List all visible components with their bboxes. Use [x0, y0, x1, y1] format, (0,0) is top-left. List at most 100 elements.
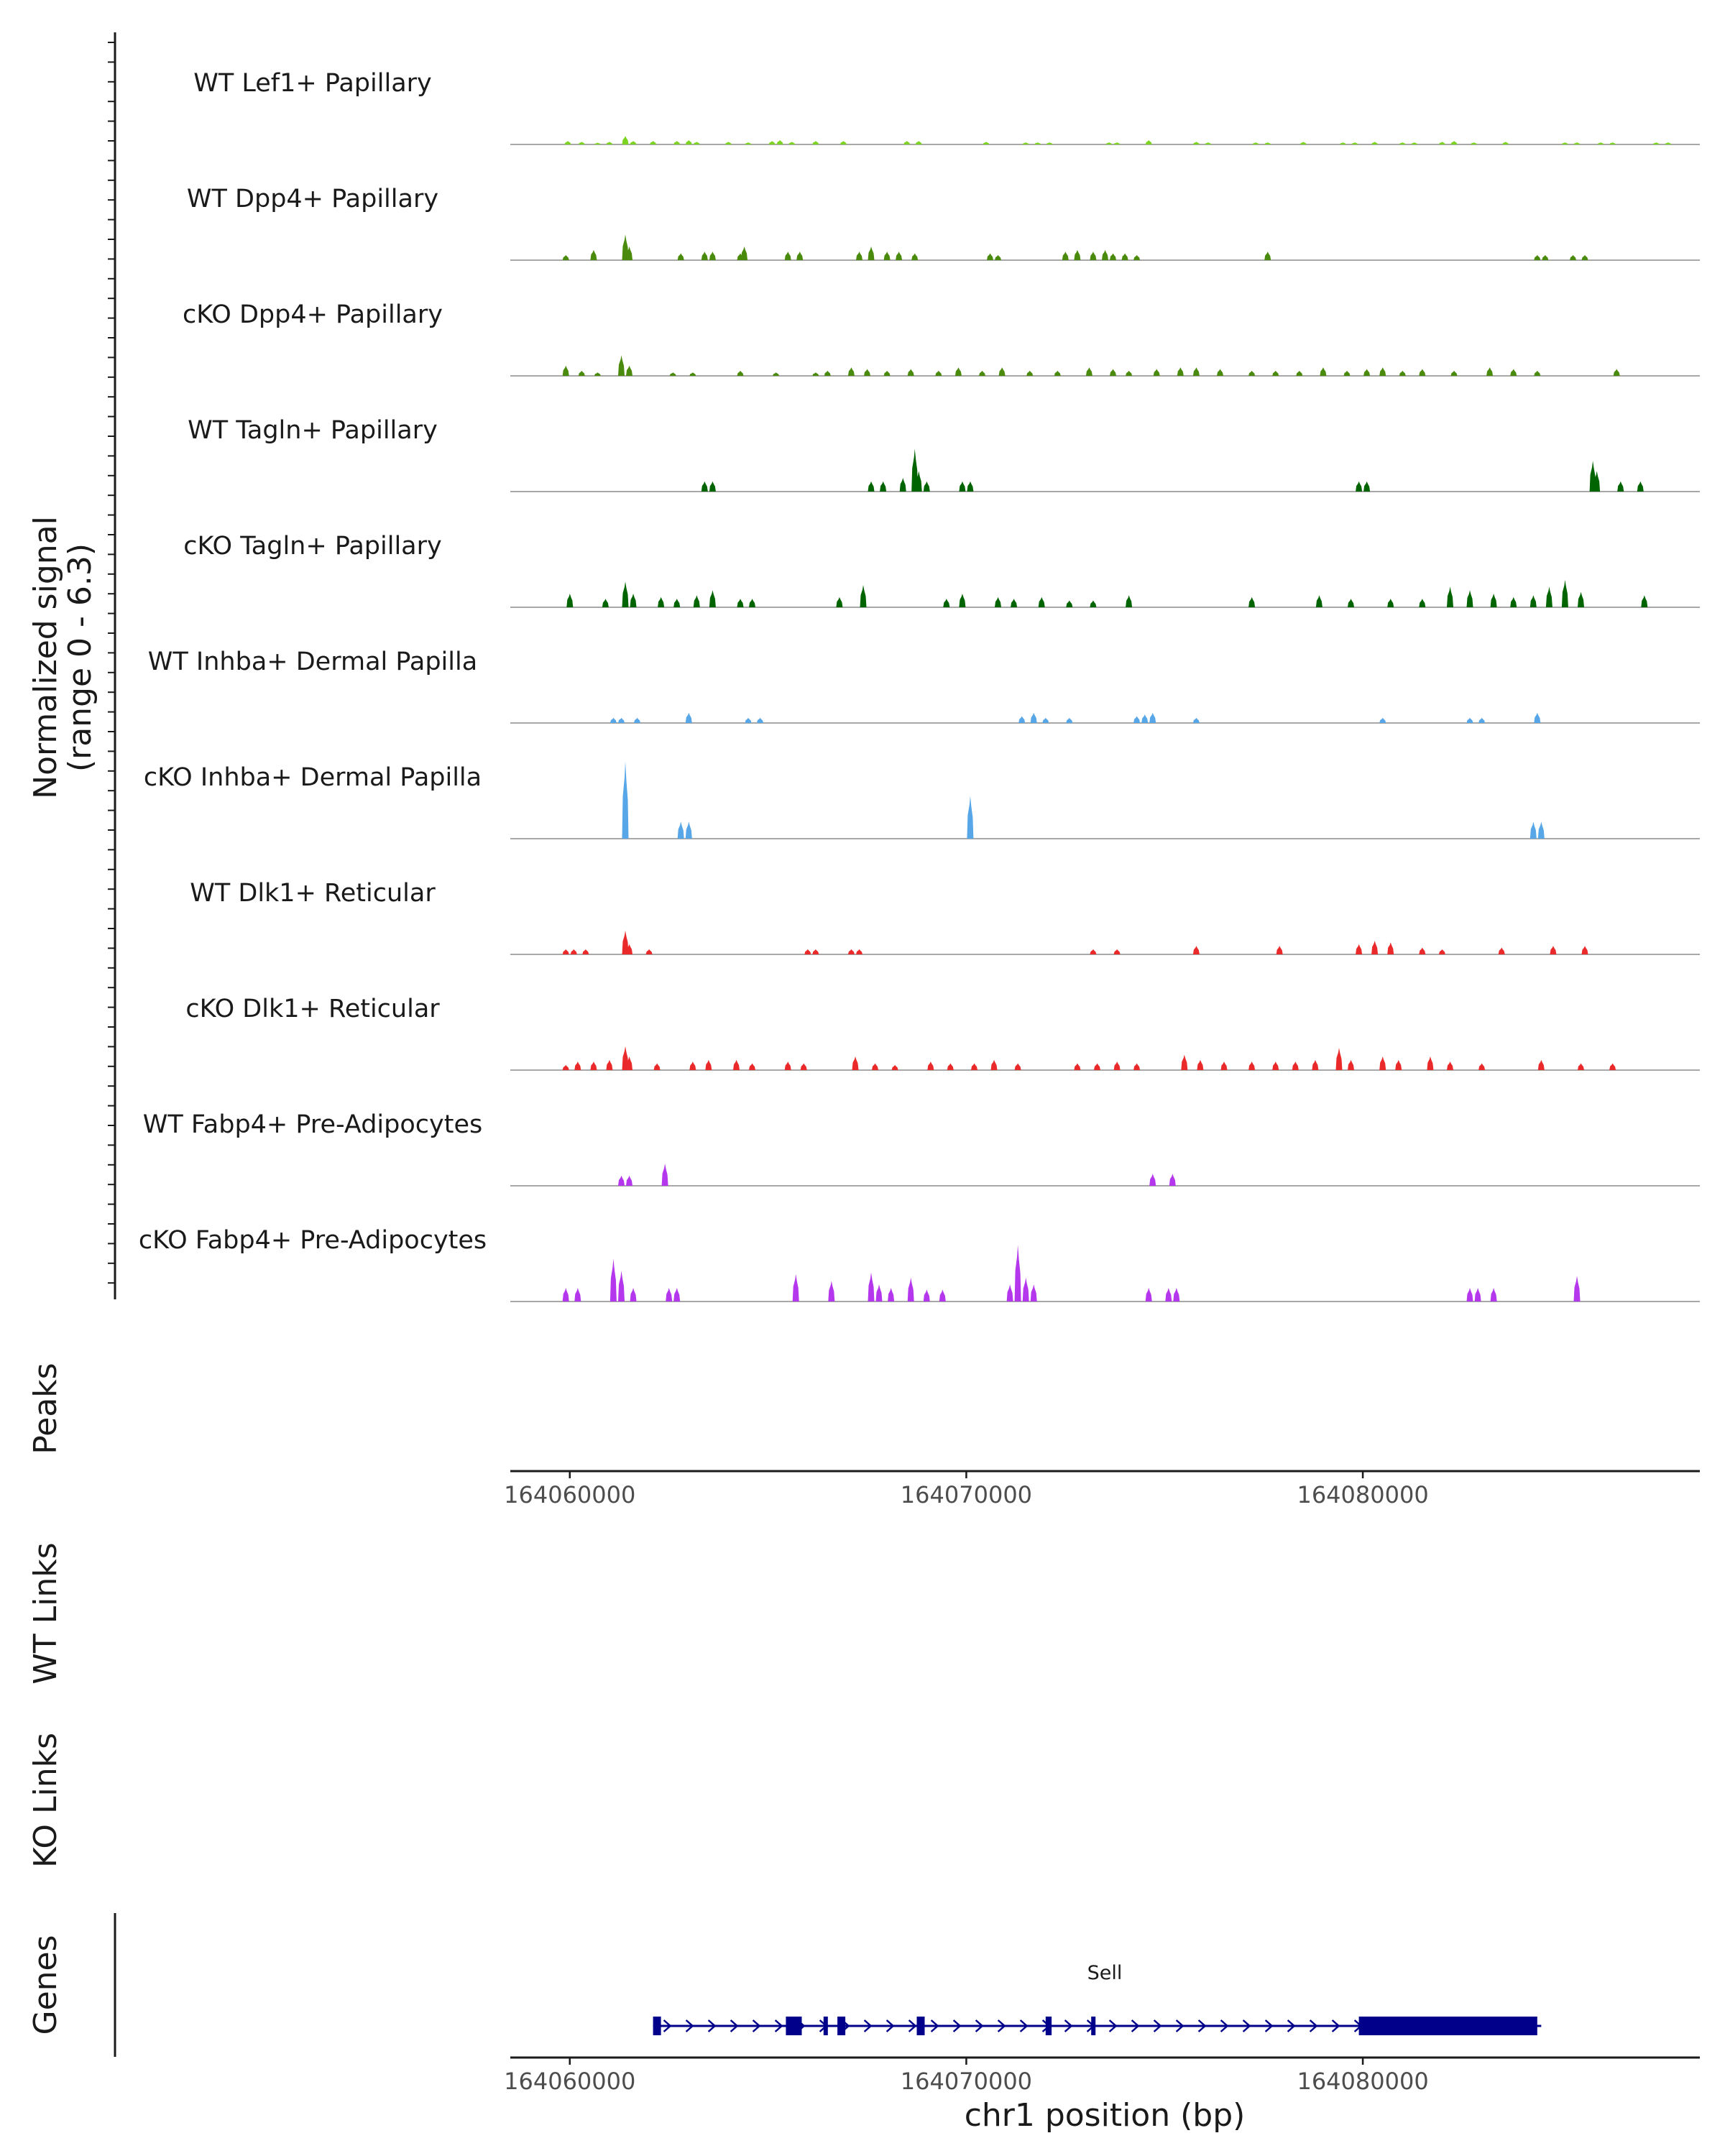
strand-arrow: [1153, 2019, 1162, 2032]
coverage-peak: [1030, 1284, 1037, 1302]
coverage-peak: [705, 1059, 712, 1070]
coverage-peak: [1165, 1288, 1172, 1302]
coverage-peak: [899, 478, 906, 492]
coverage-peak: [610, 717, 617, 723]
coverage-peak: [1102, 249, 1108, 260]
coverage-peak: [741, 247, 748, 260]
coverage-peak: [1153, 369, 1160, 376]
coverage-peak: [896, 252, 903, 260]
strand-arrow: [1309, 2019, 1318, 2032]
coverage-peak: [1478, 1063, 1486, 1070]
coverage-peak: [1530, 821, 1537, 839]
coverage-peak: [954, 367, 962, 376]
strand-arrow: [1331, 2019, 1340, 2032]
coverage-peak: [1030, 712, 1037, 723]
coverage-peak: [1181, 1054, 1188, 1070]
genes-track-label: Genes: [27, 1935, 64, 2035]
coverage-peak: [1011, 599, 1018, 607]
coverage-peak: [959, 481, 966, 492]
coverage-peak: [935, 370, 942, 376]
strand-arrow: [930, 2019, 939, 2032]
coverage-peak: [1466, 1288, 1473, 1302]
coverage-peak: [1022, 142, 1029, 144]
gene-exon: [1045, 2017, 1052, 2035]
coverage-peak: [1498, 947, 1505, 954]
coverage-peak: [812, 372, 819, 376]
coverage-peak: [875, 1284, 883, 1302]
coverage-peak: [1399, 370, 1406, 376]
strand-arrow: [975, 2019, 984, 2032]
signal-axis: [108, 32, 116, 1299]
strand-arrow: [685, 2019, 694, 2032]
coverage-peak: [1450, 141, 1458, 144]
strand-arrow: [908, 2019, 917, 2032]
gene-exon: [653, 2017, 661, 2035]
x-tick-label: 164080000: [1297, 2068, 1428, 2095]
coverage-peak: [1090, 949, 1097, 954]
coverage-peak: [1530, 595, 1537, 607]
coverage-peak: [907, 369, 914, 376]
coverage-peak: [653, 1063, 661, 1070]
x-axis-title: chr1 position (bp): [965, 2097, 1246, 2134]
coverage-peak: [737, 370, 744, 376]
coverage-peak: [1018, 716, 1026, 723]
coverage-peak: [840, 141, 847, 144]
coverage-peak: [1387, 942, 1394, 954]
coverage-peak: [1062, 252, 1069, 260]
coverage-peak: [1113, 949, 1121, 954]
coverage-peak: [1042, 717, 1049, 723]
coverage-peak: [1026, 370, 1034, 376]
coverage-peak: [1252, 142, 1259, 144]
coverage-peak: [1192, 367, 1200, 376]
signal-axis-title: Normalized signal: [27, 516, 64, 799]
strand-arrow: [1131, 2019, 1140, 2032]
coverage-peak: [1581, 254, 1588, 260]
coverage-peak: [880, 481, 887, 492]
coverage-peak: [1486, 367, 1494, 376]
track-label: WT Fabp4+ Pre-Adipocytes: [143, 1110, 482, 1139]
signal-axis-subtitle: (range 0 - 6.3): [62, 543, 98, 772]
coverage-peak: [959, 594, 966, 607]
coverage-peak: [1094, 1063, 1100, 1070]
coverage-peak: [1090, 600, 1097, 607]
coverage-peak: [1320, 367, 1327, 376]
coverage-peak: [622, 930, 629, 954]
coverage-peak: [1379, 1056, 1386, 1070]
coverage-peak: [1474, 1288, 1481, 1302]
coverage-peak: [1348, 599, 1354, 607]
coverage-peak: [847, 949, 855, 954]
coverage-peak: [1248, 1061, 1256, 1070]
coverage-peak: [562, 949, 569, 954]
strand-arrow: [1264, 2019, 1274, 2032]
coverage-peak: [1205, 142, 1212, 144]
coverage-peak: [792, 1273, 799, 1302]
gene-exon: [837, 2017, 846, 2035]
coverage-peak: [1371, 941, 1379, 954]
track-wt-tagln-papillary: WT Tagln+ Papillary: [188, 416, 1700, 492]
coverage-peak: [1126, 370, 1133, 376]
gene-exon: [1091, 2017, 1096, 2035]
strand-arrow: [707, 2019, 717, 2032]
coverage-peak: [1617, 481, 1624, 492]
coverage-peak: [1014, 1063, 1021, 1070]
coverage-peak: [1411, 142, 1418, 144]
gene-exon: [823, 2017, 828, 2035]
coverage-peak: [1074, 249, 1081, 260]
coverage-peak: [622, 761, 629, 839]
coverage-peak: [868, 481, 875, 492]
coverage-peak: [677, 253, 684, 260]
track-wt-dpp4-papillary: WT Dpp4+ Papillary: [187, 185, 1700, 261]
coverage-peak: [650, 141, 657, 144]
coverage-peak: [847, 367, 855, 376]
coverage-peak: [1272, 1061, 1279, 1070]
coverage-peak: [1145, 140, 1152, 144]
coverage-peak: [1641, 595, 1648, 607]
coverage-peak: [907, 1277, 914, 1302]
coverage-peak: [776, 140, 783, 144]
coverage-peak: [1220, 1061, 1228, 1070]
coverage-peak: [701, 481, 708, 492]
gene-model: [653, 2017, 1542, 2035]
coverage-peak: [1292, 1061, 1299, 1070]
coverage-peak: [745, 717, 752, 723]
coverage-peak: [562, 365, 569, 376]
